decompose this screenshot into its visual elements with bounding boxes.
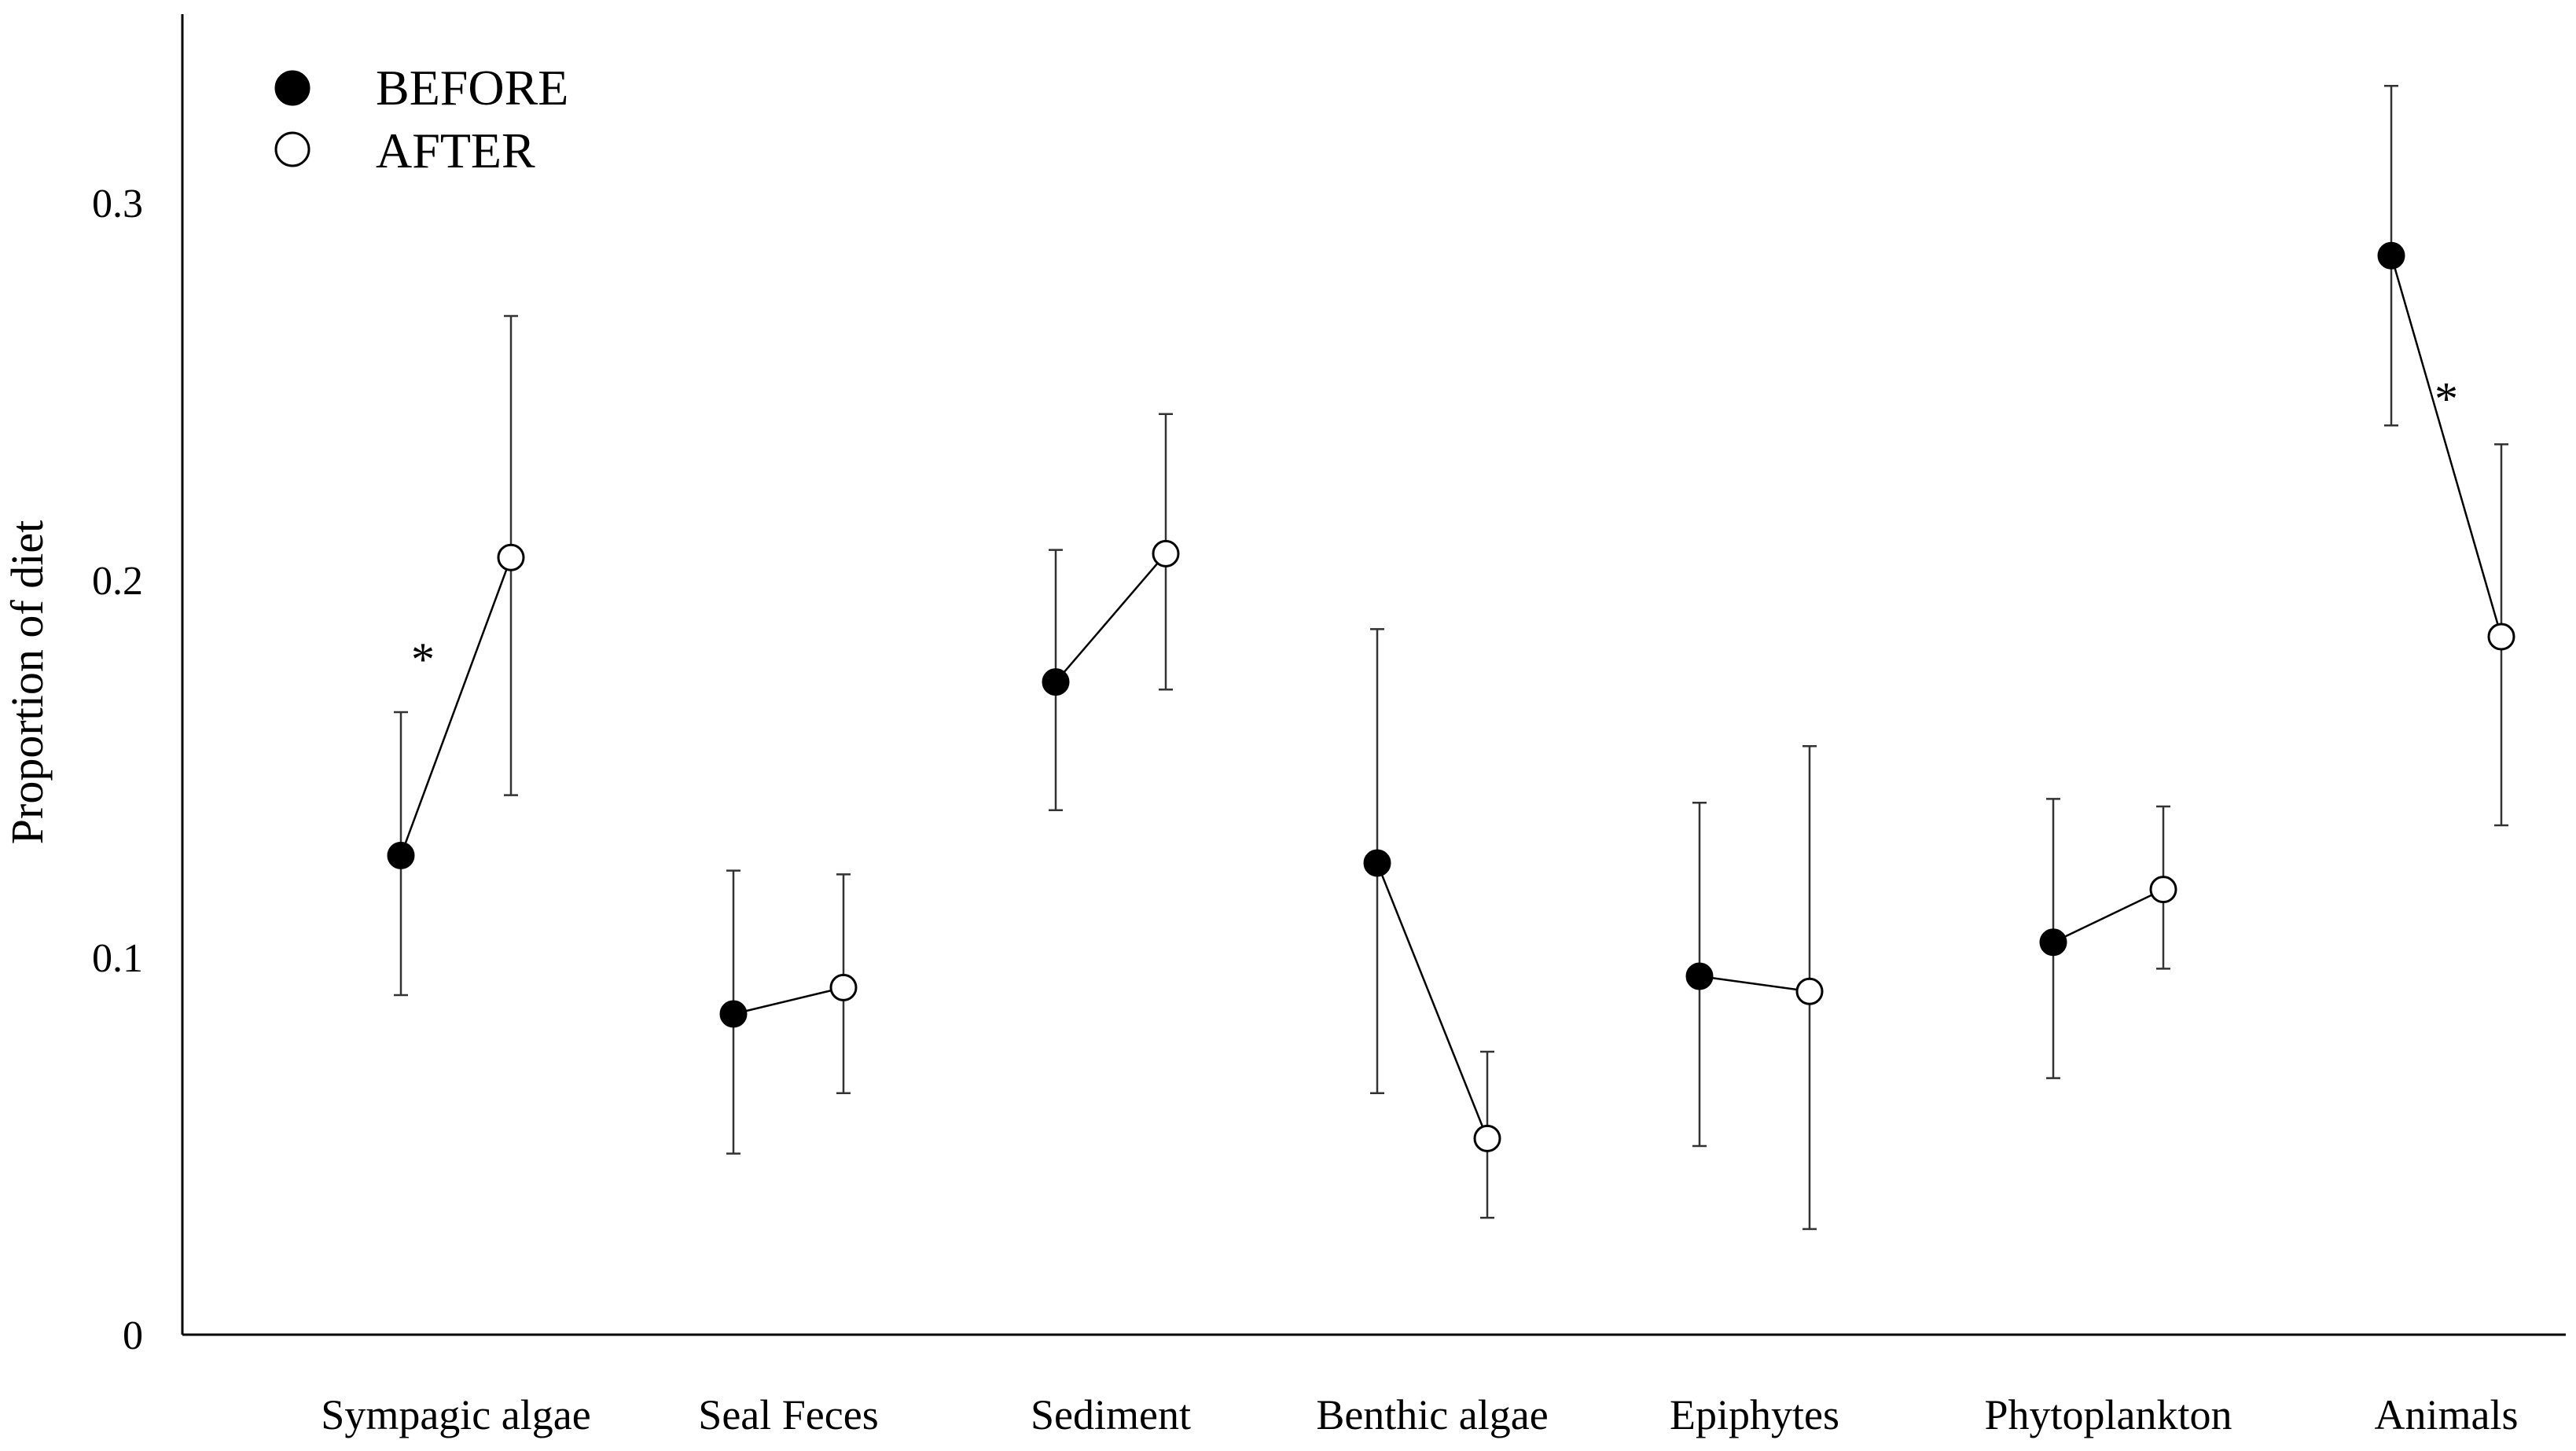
y-tick-label: 0.1	[92, 936, 143, 981]
connector-line	[733, 986, 844, 1016]
connector-line	[399, 557, 513, 856]
legend-marker-after	[274, 131, 311, 167]
point-after	[2487, 623, 2515, 651]
point-after	[1795, 977, 1824, 1005]
point-after	[829, 973, 858, 1001]
legend-label-before: BEFORE	[376, 60, 568, 116]
legend-marker-before	[274, 70, 311, 106]
y-axis-title: Proportion of diet	[2, 520, 53, 844]
significance-marker: *	[2435, 373, 2458, 425]
data-marks: **	[387, 84, 2515, 1230]
category-label: Benthic algae	[1316, 1391, 1548, 1438]
point-before	[1363, 849, 1391, 877]
y-tick-label: 0	[123, 1313, 143, 1358]
point-after	[497, 543, 525, 571]
point-before	[719, 1000, 748, 1028]
category-label: Sediment	[1031, 1391, 1191, 1438]
y-tick-label: 0.3	[92, 182, 143, 226]
point-before	[2377, 241, 2405, 270]
category-label: Phytoplankton	[1984, 1391, 2232, 1438]
y-tick-label: 0.2	[92, 559, 143, 604]
legend: BEFORE AFTER	[274, 60, 568, 178]
axes: 0 0.1 0.2 0.3 Proportion of diet Sympagic alg…	[2, 14, 2566, 1438]
point-before	[387, 841, 415, 869]
point-after	[1152, 539, 1180, 568]
significance-marker: *	[411, 634, 435, 685]
category-label: Epiphytes	[1670, 1391, 1839, 1438]
category-label: Animals	[2375, 1391, 2519, 1438]
point-before	[1685, 962, 1714, 990]
connector-line	[1376, 862, 1489, 1139]
category-label: Seal Feces	[698, 1391, 878, 1438]
legend-label-after: AFTER	[376, 123, 535, 178]
point-before	[2039, 928, 2067, 957]
connector-line	[2390, 255, 2503, 637]
category-label: Sympagic algae	[321, 1391, 590, 1438]
point-after	[1473, 1124, 1501, 1152]
connector-line	[2052, 888, 2164, 943]
point-after	[2149, 876, 2177, 904]
connector-line	[1055, 553, 1167, 683]
point-before	[1042, 668, 1070, 696]
connector-line	[1699, 975, 1810, 993]
